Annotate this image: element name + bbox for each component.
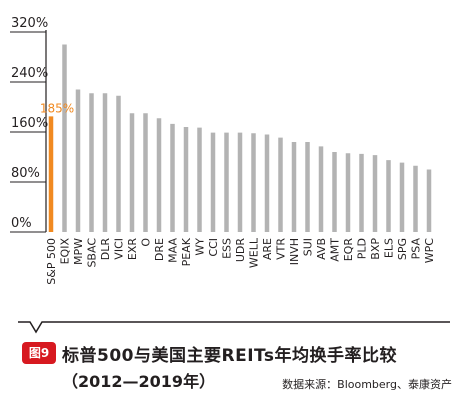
- x-category-label: EQR: [342, 238, 355, 262]
- x-category-label: AMT: [329, 238, 342, 262]
- turnover-bar-chart: 0% 80% 160% 240% 320% 185% S&P 500 EQIX MPW SBA…: [10, 16, 436, 285]
- bar-mpw: [75, 89, 81, 232]
- x-category-label: UDR: [234, 238, 247, 263]
- bar-peak: [183, 127, 189, 232]
- y-axis: 0% 80% 160% 240% 320%: [10, 16, 48, 233]
- bar-vtr: [278, 137, 283, 232]
- highlight-value-label: 185%: [40, 101, 74, 115]
- y-tick-label: 0%: [11, 216, 32, 231]
- bars: 185%: [40, 44, 432, 232]
- bar-s-p-500: [48, 116, 54, 232]
- bar-ess: [224, 132, 229, 232]
- x-axis-labels: S&P 500 EQIX MPW SBAC DLR VICI EXR O DRE MAA PEAK W…: [45, 237, 436, 285]
- y-tick-label: 160%: [11, 116, 48, 131]
- bar-eqr: [345, 153, 351, 232]
- caption-divider: [18, 321, 450, 334]
- data-source: 数据来源：Bloomberg、泰康资产: [282, 378, 452, 391]
- bar-psa: [413, 165, 418, 232]
- x-category-label: PEAK: [180, 237, 193, 266]
- bar-udr: [237, 132, 243, 232]
- bar-wy: [197, 127, 202, 232]
- x-category-label: WY: [194, 238, 207, 256]
- x-category-label: ARE: [261, 238, 274, 260]
- bar-wpc: [426, 169, 432, 232]
- bar-maa: [170, 123, 175, 232]
- x-category-label: SBAC: [86, 238, 99, 268]
- figure-title: 标普500与美国主要REITs年均换手率比较: [62, 346, 397, 366]
- x-category-label: SPG: [396, 238, 409, 260]
- figure-subtitle: （2012—2019年）: [62, 372, 216, 391]
- bar-invh: [291, 142, 297, 232]
- y-tick-label: 320%: [11, 16, 48, 31]
- figure-number-badge: 图9: [22, 342, 56, 364]
- bar-well: [251, 133, 256, 232]
- bar-dlr: [102, 93, 108, 232]
- y-tick-label: 80%: [11, 166, 40, 181]
- x-category-label: INVH: [288, 238, 301, 265]
- x-category-label: SUI: [302, 238, 315, 256]
- x-category-label: VTR: [275, 238, 288, 260]
- x-category-label: DLR: [99, 238, 112, 261]
- bar-pld: [359, 153, 364, 232]
- bar-avb: [318, 146, 324, 232]
- x-category-label: MAA: [167, 238, 180, 263]
- bar-sui: [305, 142, 310, 232]
- bar-dre: [156, 118, 162, 232]
- bar-eqix: [62, 44, 67, 232]
- bar-o: [143, 113, 148, 232]
- x-category-label: ELS: [383, 238, 396, 258]
- y-tick-label: 240%: [11, 66, 48, 81]
- x-category-label: DRE: [153, 238, 166, 261]
- x-category-label: WPC: [423, 238, 436, 264]
- x-category-label: CCI: [207, 238, 220, 257]
- x-category-label: AVB: [315, 238, 328, 260]
- figure-caption: 图9 标普500与美国主要REITs年均换手率比较 （2012—2019年） 数…: [0, 318, 468, 411]
- bar-bxp: [372, 155, 378, 232]
- bar-are: [264, 134, 270, 232]
- x-category-label: PSA: [410, 238, 423, 260]
- bar-sbac: [89, 93, 94, 232]
- x-category-label: S&P 500: [45, 238, 58, 285]
- x-category-label: PLD: [356, 238, 369, 259]
- x-category-label: ESS: [221, 238, 234, 259]
- bar-els: [386, 160, 391, 232]
- x-category-label: WELL: [248, 237, 261, 268]
- x-category-label: O: [140, 238, 153, 247]
- x-category-label: VICI: [113, 238, 126, 260]
- x-category-label: BXP: [369, 238, 382, 260]
- bar-amt: [332, 152, 337, 232]
- bar-vici: [116, 95, 121, 232]
- bar-spg: [399, 162, 405, 232]
- x-category-label: MPW: [72, 238, 85, 265]
- bar-cci: [210, 132, 216, 232]
- x-category-label: EXR: [126, 238, 139, 260]
- bar-exr: [129, 113, 135, 232]
- x-category-label: EQIX: [59, 238, 72, 265]
